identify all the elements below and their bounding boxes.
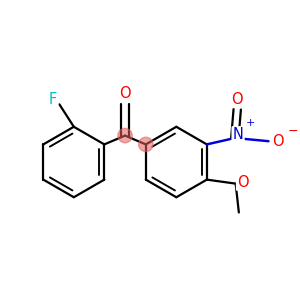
Text: O: O [231, 92, 243, 107]
Circle shape [118, 128, 132, 143]
Text: O: O [119, 86, 131, 101]
Text: F: F [49, 92, 57, 107]
Text: O: O [237, 175, 249, 190]
Text: N: N [232, 127, 244, 142]
Text: O: O [272, 134, 284, 149]
Text: −: − [287, 125, 298, 138]
Text: +: + [245, 118, 255, 128]
Circle shape [139, 137, 153, 152]
